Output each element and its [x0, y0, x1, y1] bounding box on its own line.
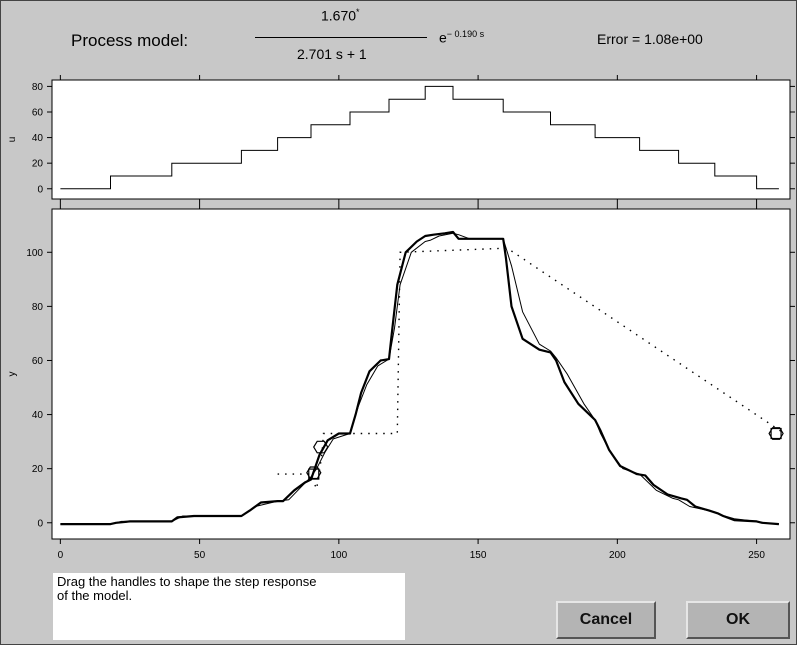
y-tick-label: 0 — [37, 518, 43, 529]
x-tick-label: 250 — [748, 550, 765, 561]
y-tick-label: 80 — [32, 302, 44, 313]
y-axis-label: y — [7, 372, 18, 377]
x-tick-label: 200 — [609, 550, 626, 561]
y-plot-lines — [60, 230, 785, 526]
fraction-bar — [255, 37, 427, 38]
u-step-line — [60, 85, 779, 190]
denominator: 2.701 s + 1 — [297, 46, 367, 62]
drag-handle-hexagon[interactable] — [312, 440, 329, 454]
drag-handle-square[interactable] — [770, 427, 782, 440]
model-response-line — [60, 232, 779, 525]
y-tick-label: 60 — [32, 356, 44, 367]
y-tick-label: 80 — [32, 82, 44, 93]
x-tick-label: 100 — [331, 550, 348, 561]
y-tick-label: 100 — [26, 248, 43, 259]
exponential-term: e− 0.190 s — [439, 29, 484, 46]
help-text: Drag the handles to shape the step respo… — [57, 574, 317, 603]
plots: 0 20 40 60 80 u 0 20 40 60 80 100 0 50 100 150 200 250 y — [7, 75, 795, 561]
gain-mark: * — [356, 7, 360, 17]
drag-handle-hexagon[interactable] — [768, 427, 784, 440]
y-tick-label: 20 — [32, 159, 44, 170]
drag-handle-hexagon[interactable] — [306, 466, 322, 480]
u-plot-area — [51, 79, 791, 200]
y-plot-area — [51, 208, 791, 540]
y-tick-label: 20 — [32, 464, 44, 475]
cancel-button[interactable]: Cancel — [556, 601, 656, 639]
error-readout: Error = 1.08e+00 — [597, 31, 703, 47]
y-tick-label: 40 — [32, 410, 44, 421]
y-tick-label: 60 — [32, 107, 44, 118]
y-tick-label: 0 — [37, 184, 43, 195]
y-plot-axes: 0 20 40 60 80 100 0 50 100 150 200 250 y — [7, 204, 795, 561]
exp-power: − 0.190 s — [446, 29, 485, 39]
x-tick-label: 150 — [470, 550, 487, 561]
u-plot-lines — [60, 85, 779, 190]
x-tick-label: 0 — [58, 550, 64, 561]
u-plot: 0 20 40 60 80 u — [7, 75, 795, 204]
u-plot-axes: 0 20 40 60 80 u — [7, 75, 795, 204]
ok-button[interactable]: OK — [686, 601, 790, 639]
exp-base: e — [439, 29, 447, 46]
gain-number: 1.670 — [321, 7, 357, 24]
template-dotted-line — [277, 247, 785, 492]
y-axis-label: u — [7, 137, 18, 143]
process-model-label: Process model: — [71, 31, 189, 50]
y-plot: 0 20 40 60 80 100 0 50 100 150 200 250 y — [7, 204, 795, 561]
help-text-box: Drag the handles to shape the step respo… — [53, 573, 405, 640]
x-tick-label: 50 — [194, 550, 206, 561]
drag-handles[interactable] — [306, 427, 784, 480]
gain-value: 1.670* — [321, 7, 360, 24]
y-tick-label: 40 — [32, 133, 44, 144]
